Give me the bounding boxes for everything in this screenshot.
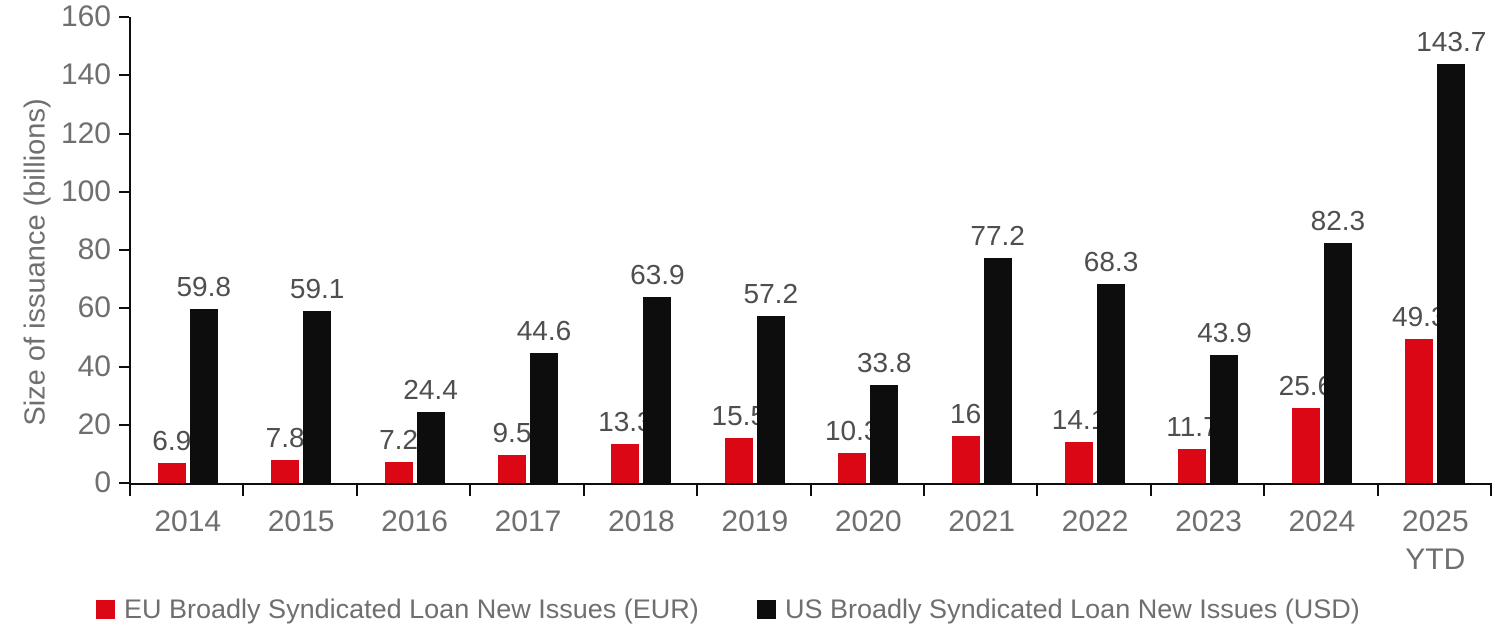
x-category-label: 2016 [381, 505, 448, 538]
eu-bar [838, 453, 867, 483]
bar-value-label: 16 [950, 398, 982, 430]
x-category-label: 2018 [607, 505, 675, 538]
x-category-label: 2017 [494, 505, 562, 538]
us-bar [1437, 64, 1466, 483]
bar-value-label: 7.2 [379, 424, 418, 456]
x-axis-tick [922, 485, 925, 496]
bar-value-label: 77.2 [970, 220, 1025, 252]
us-bar [870, 384, 899, 483]
x-axis-tick [355, 485, 358, 496]
y-tick-label: 140 [60, 58, 111, 92]
x-category-label: 2014 [154, 505, 222, 538]
x-axis-tick [129, 485, 131, 496]
bar-value-label: 6.9 [152, 424, 192, 456]
us-legend-swatch-icon [757, 600, 776, 619]
eu-bar [611, 444, 640, 483]
bar-value-label: 24.4 [403, 373, 458, 405]
bar-value-label: 59.8 [176, 270, 231, 302]
bar-value-label: 59.1 [289, 272, 345, 304]
bar-value-label: 33.8 [856, 346, 912, 378]
bar-value-label: 63.9 [630, 258, 685, 290]
x-axis-tick [1149, 485, 1152, 496]
bar-value-label: 9.5 [492, 417, 532, 449]
bar-value-label: 11.7 [1166, 410, 1219, 442]
legend-item-us: US Broadly Syndicated Loan New Issues (U… [757, 594, 1360, 625]
x-axis-tick [582, 485, 585, 496]
bar-value-label: 7.8 [265, 422, 305, 454]
eu-bar [497, 455, 526, 483]
y-axis-tick [119, 249, 129, 251]
x-axis-tick [242, 485, 245, 496]
bar-value-label: 143.7 [1416, 26, 1487, 58]
us-bar [303, 310, 332, 483]
legend-item-eu: EU Broadly Syndicated Loan New Issues (E… [96, 594, 699, 625]
bar-value-label: 44.6 [516, 315, 572, 347]
x-axis-tick [1036, 485, 1039, 496]
us-bar [1323, 243, 1352, 483]
legend: EU Broadly Syndicated Loan New Issues (E… [0, 594, 1502, 628]
x-category-label: 2021 [948, 505, 1015, 538]
x-category-label: 2023 [1175, 505, 1242, 538]
eu-bar [157, 462, 186, 483]
eu-legend-swatch-icon [96, 600, 115, 619]
x-category-label: 2019 [721, 505, 789, 538]
us-bar [756, 316, 785, 483]
y-tick-label: 40 [77, 349, 111, 383]
y-tick-label: 60 [77, 291, 111, 325]
y-axis-tick [119, 423, 129, 426]
y-tick-label: 0 [94, 466, 111, 499]
x-category-label: 2024 [1288, 505, 1356, 538]
us-bar [643, 296, 672, 483]
eu-bar [1065, 441, 1094, 483]
legend-label: US Broadly Syndicated Loan New Issues (U… [785, 594, 1360, 624]
y-tick-label: 160 [60, 0, 111, 33]
x-axis-tick [1376, 485, 1379, 496]
us-bar [529, 353, 558, 483]
y-tick-label: 100 [60, 174, 111, 208]
y-axis-tick [119, 74, 129, 77]
y-axis-tick [119, 307, 129, 310]
y-axis-tick [119, 482, 129, 484]
bar-value-label: 68.3 [1083, 246, 1139, 278]
us-bar [983, 258, 1012, 483]
x-axis-tick [696, 485, 699, 496]
x-axis-tick [809, 485, 812, 496]
x-axis-tick [1490, 485, 1492, 496]
y-tick-label: 80 [77, 233, 111, 266]
x-category-label: 2020 [834, 505, 902, 538]
x-category-label: 2015 [267, 505, 335, 538]
eu-bar [271, 460, 300, 483]
x-axis-tick [1263, 485, 1266, 496]
us-bar [1210, 355, 1239, 483]
bar-value-label: 43.9 [1197, 317, 1252, 349]
y-axis-tick [119, 365, 129, 368]
eu-bar [1405, 339, 1434, 483]
y-tick-label: 120 [60, 116, 111, 150]
eu-bar [384, 462, 413, 483]
y-axis-tick [119, 132, 129, 135]
legend-label: EU Broadly Syndicated Loan New Issues (E… [124, 594, 699, 624]
eu-bar [1178, 448, 1207, 483]
eu-bar [724, 437, 753, 483]
bar-value-label: 49.3 [1392, 301, 1447, 333]
us-bar [189, 308, 218, 483]
bar-value-label: 25.6 [1278, 370, 1334, 402]
y-tick-label: 20 [77, 407, 111, 441]
bar-value-label: 82.3 [1310, 205, 1366, 237]
plot-area: 0 20 40 60 80 100 120 140 160 2014 6.9 59.8 2015 7.8 5… [61, 2, 1492, 576]
x-category-label: 2022 [1061, 505, 1129, 538]
x-category-label: 2025 YTD [1401, 505, 1469, 576]
eu-bar [951, 436, 980, 483]
y-axis-tick [119, 16, 129, 18]
us-bar [1097, 284, 1126, 483]
eu-bar [1291, 408, 1320, 483]
bar-value-label: 57.2 [743, 278, 799, 310]
us-bar [416, 411, 445, 483]
y-axis-tick [119, 190, 129, 193]
x-axis-tick [469, 485, 472, 496]
